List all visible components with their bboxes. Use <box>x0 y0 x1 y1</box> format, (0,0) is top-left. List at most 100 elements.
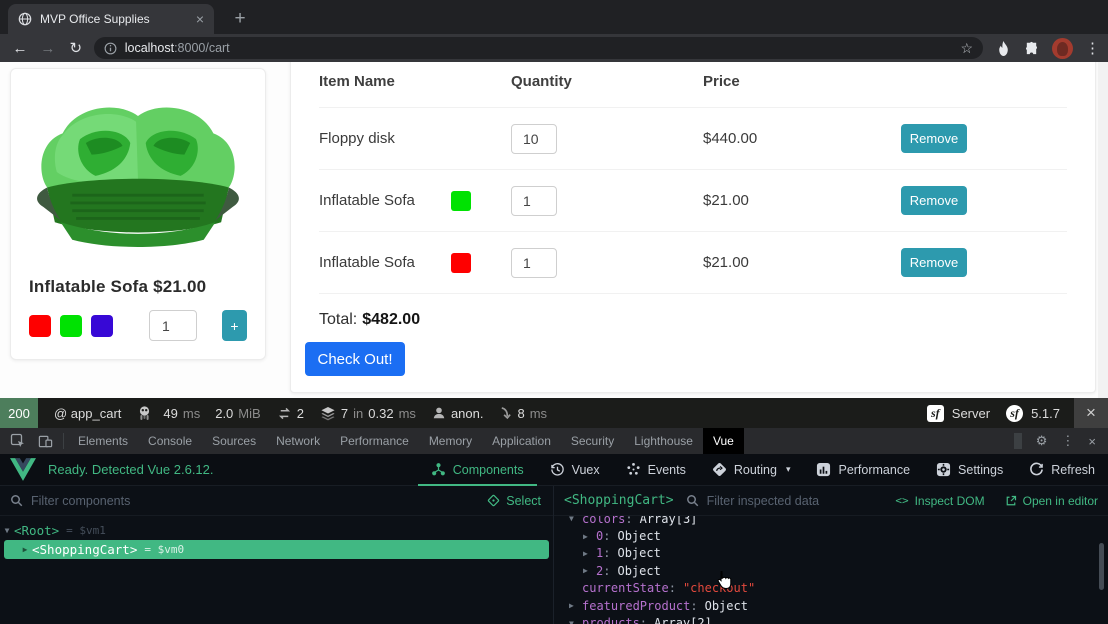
symfony-profiler-bar: 200 @ app_cart 49 ms 2.0 MiB 2 7 in 0.32 <box>0 398 1108 428</box>
filter-components-input[interactable]: Filter components <box>31 493 131 508</box>
browser-tab[interactable]: MVP Office Supplies × <box>8 4 214 34</box>
tab-close-icon[interactable]: × <box>195 11 204 27</box>
checkout-button[interactable]: Check Out! <box>305 342 405 376</box>
cart-table-card: Item Name Quantity Price Floppy disk $44… <box>290 62 1096 393</box>
http-status-badge[interactable]: 200 <box>0 398 38 428</box>
profiler-database[interactable]: 7 in 0.32 ms <box>320 406 416 421</box>
browser-toolbar: ← → ↻ localhost:8000/cart ☆ ⋮ <box>0 34 1108 62</box>
profiler-render-time[interactable]: 8 ms <box>499 406 547 421</box>
devtools-tab-vue[interactable]: Vue <box>702 428 744 454</box>
vue-tab-refresh[interactable]: Refresh <box>1016 454 1108 486</box>
db-in-label: in <box>353 405 364 421</box>
caret-right-icon[interactable]: ▶ <box>569 601 574 611</box>
row-quantity-input[interactable] <box>511 185 557 216</box>
profiler-ajax[interactable]: 2 <box>277 406 304 421</box>
devtools-controls: ⚙ ⋮ × <box>1010 433 1108 449</box>
row-quantity-input[interactable] <box>511 123 557 154</box>
row-quantity-input[interactable] <box>511 247 557 278</box>
remove-button[interactable]: Remove <box>901 186 967 215</box>
page-info-icon[interactable] <box>104 42 117 55</box>
vue-tab-events[interactable]: Events <box>613 454 699 486</box>
profiler-route[interactable]: @ app_cart <box>54 406 121 421</box>
caret-right-icon[interactable]: ▶ <box>583 531 588 541</box>
vue-tab-components[interactable]: Components <box>418 454 537 486</box>
remove-button[interactable]: Remove <box>901 124 967 153</box>
caret-down-icon[interactable]: ▼ <box>4 526 10 535</box>
devtools-tab-memory[interactable]: Memory <box>428 434 473 448</box>
devtools-menu-icon[interactable]: ⋮ <box>1061 433 1075 448</box>
caret-down-icon[interactable]: ▼ <box>569 618 574 624</box>
forward-icon[interactable]: → <box>40 39 56 57</box>
inspect-element-icon[interactable] <box>4 433 32 449</box>
mouse-cursor <box>717 570 734 596</box>
remove-button[interactable]: Remove <box>901 248 967 277</box>
color-swatch-blue[interactable] <box>91 314 113 337</box>
page-scrollbar[interactable] <box>1098 62 1108 398</box>
devtools-tab-network[interactable]: Network <box>276 434 321 448</box>
profiler-close-icon[interactable]: × <box>1074 398 1108 428</box>
open-external-icon <box>1006 495 1016 505</box>
data-row-featured-product[interactable]: ▶ featuredProduct: Object <box>569 598 748 613</box>
devtools-tab-security[interactable]: Security <box>570 434 615 448</box>
tree-node-root[interactable]: ▼ <Root> = $vm1 <box>0 521 553 540</box>
profiler-security[interactable]: anon. <box>432 406 483 421</box>
new-tab-button[interactable]: + <box>234 8 246 29</box>
profiler-performance[interactable]: 49 ms 2.0 MiB <box>137 405 261 421</box>
caret-right-icon[interactable]: ▶ <box>22 545 28 554</box>
devtools-tab-application[interactable]: Application <box>492 434 551 448</box>
vue-tab-settings[interactable]: Settings <box>923 454 1016 486</box>
render-time-unit: ms <box>529 405 548 421</box>
url-text[interactable]: localhost:8000/cart <box>125 41 961 55</box>
browser-profile-avatar[interactable] <box>1052 37 1073 59</box>
profiler-version[interactable]: sf 5.1.7 <box>1006 404 1060 422</box>
data-row-colors-1[interactable]: ▶ 1: Object <box>583 546 661 561</box>
add-to-cart-button[interactable]: + <box>222 310 247 341</box>
data-row-current-state[interactable]: currentState: "checkout" <box>582 581 756 596</box>
devtools-tab-performance[interactable]: Performance <box>340 434 409 448</box>
bookmark-star-icon[interactable]: ☆ <box>960 39 974 56</box>
browser-menu-icon[interactable]: ⋮ <box>1084 40 1100 57</box>
back-icon[interactable]: ← <box>12 39 28 57</box>
vue-tab-routing[interactable]: Routing ▾ <box>699 454 804 486</box>
components-filter-bar: Filter components Select <box>0 486 553 516</box>
data-row-colors-0[interactable]: ▶ 0: Object <box>583 529 661 544</box>
extensions-puzzle-icon[interactable] <box>1024 41 1039 56</box>
data-row-products[interactable]: ▼ products: Array[2] <box>554 614 1108 624</box>
devtools-tab-console[interactable]: Console <box>148 434 193 448</box>
search-icon <box>10 494 23 507</box>
devtools-close-icon[interactable]: × <box>1088 433 1096 449</box>
vue-tab-vuex[interactable]: Vuex <box>537 454 613 486</box>
caret-right-icon[interactable]: ▶ <box>583 566 588 576</box>
inspector-scrollbar-thumb[interactable] <box>1099 543 1104 590</box>
inspect-dom-button[interactable]: <> Inspect DOM <box>895 493 985 508</box>
filter-inspected-data-input[interactable]: Filter inspected data <box>706 493 820 508</box>
caret-down-icon[interactable]: ▼ <box>569 516 574 524</box>
profiler-server[interactable]: sf Server <box>926 404 991 422</box>
devtools-tab-sources[interactable]: Sources <box>212 434 257 448</box>
vue-tab-performance[interactable]: Performance <box>803 454 923 486</box>
select-component-button[interactable]: Select <box>487 494 541 508</box>
db-layers-icon <box>320 406 336 421</box>
history-icon <box>550 463 564 476</box>
reload-icon[interactable]: ↻ <box>69 40 83 57</box>
devtools-settings-gear-icon[interactable]: ⚙ <box>1035 433 1048 448</box>
flame-extension-icon[interactable] <box>997 40 1010 56</box>
vue-devtools-panels: Filter components Select ▼ <Root> = $vm1… <box>0 486 1108 624</box>
color-swatch-red[interactable] <box>29 314 51 337</box>
devtools-tab-lighthouse[interactable]: Lighthouse <box>634 434 693 448</box>
server-label: Server <box>951 405 991 421</box>
open-in-editor-button[interactable]: Open in editor <box>1005 494 1098 508</box>
route-name: @ app_cart <box>54 405 122 421</box>
data-row-colors[interactable]: ▼ colors: Array[3] <box>569 516 698 526</box>
color-swatch-green[interactable] <box>60 314 82 337</box>
address-bar[interactable]: localhost:8000/cart ☆ <box>93 37 984 59</box>
product-image-inflatable-sofa <box>22 83 254 263</box>
devtools-tab-elements[interactable]: Elements <box>78 434 129 448</box>
symfony-logo-icon: sf <box>926 404 944 422</box>
data-row-colors-2[interactable]: ▶ 2: Object <box>583 563 661 578</box>
device-toolbar-icon[interactable] <box>32 434 59 449</box>
caret-right-icon[interactable]: ▶ <box>583 548 588 558</box>
tree-node-shopping-cart-selected[interactable]: ▶ <ShoppingCart> = $vm0 <box>4 540 549 559</box>
product-quantity-input[interactable] <box>149 310 197 341</box>
